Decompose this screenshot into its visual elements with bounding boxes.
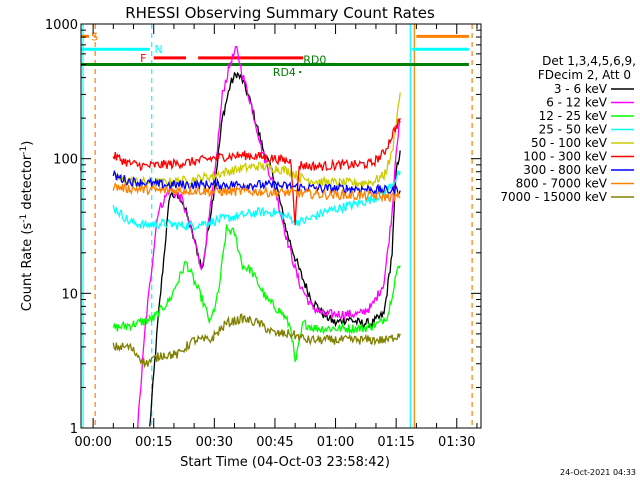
series-line-7 [112, 181, 401, 203]
x-axis: 00:00 00:15 00:30 00:45 01:00 01:15 01:30 [74, 24, 478, 450]
plot-frame [80, 23, 482, 429]
x-tick-label-5: 01:15 [377, 435, 414, 450]
x-tick-label-4: 01:00 [317, 435, 354, 450]
flag-rd4-label: RD4 [273, 66, 296, 79]
series-line-6 [112, 169, 401, 197]
flag-f-label: F [140, 52, 146, 65]
y-axis-label: Count Rate (s-1 detector-1) [19, 141, 35, 312]
flag-s-label: S [91, 30, 98, 43]
y-tick-label-3: 1000 [45, 18, 78, 33]
series-line-2 [112, 224, 401, 363]
legend-label-1: 6 - 12 keV [546, 96, 608, 110]
flag-n-label: N [155, 43, 163, 56]
legend-header-line-1: Det 1,3,4,5,6,9, [542, 54, 636, 68]
y-tick-label-2: 100 [53, 153, 78, 168]
series-line-8 [112, 313, 401, 369]
legend-label-8: 7000 - 15000 keV [500, 190, 607, 204]
legend-label-2: 12 - 25 keV [539, 109, 608, 123]
y-tick-label-1: 10 [61, 287, 78, 302]
series-line-5 [112, 117, 401, 226]
chart-title: RHESSI Observing Summary Count Rates [125, 4, 435, 22]
series-line-3 [112, 170, 401, 232]
legend-label-3: 25 - 50 keV [539, 123, 608, 137]
series-line-4 [112, 92, 401, 189]
observing-flags: S NF RD0 RD4 [81, 30, 469, 79]
legend-header-line-2: FDecim 2, Att 0 [538, 68, 631, 82]
y-tick-label-0: 1 [70, 422, 78, 437]
legend-label-6: 300 - 800 keV [523, 163, 607, 177]
legend-label-5: 100 - 300 keV [523, 150, 607, 164]
x-axis-label: Start Time (04-Oct-03 23:58:42) [180, 455, 390, 470]
x-tick-label-6: 01:30 [438, 435, 475, 450]
legend: Det 1,3,4,5,6,9, FDecim 2, Att 0 3 - 6 k… [500, 54, 636, 204]
count-rate-series [112, 45, 401, 428]
footer-timestamp: 24-Oct-2021 04:33 [560, 468, 636, 477]
flag-rd0-label: RD0 [303, 54, 326, 67]
x-tick-label-0: 00:00 [74, 435, 111, 450]
y-axis: 1 10 100 1000 [45, 18, 481, 437]
series-line-1 [137, 45, 401, 428]
x-tick-label-1: 00:15 [135, 435, 172, 450]
legend-label-4: 50 - 100 keV [531, 136, 608, 150]
series-line-0 [149, 71, 401, 427]
legend-label-7: 800 - 7000 keV [516, 177, 608, 191]
legend-label-0: 3 - 6 keV [554, 82, 608, 96]
x-tick-label-2: 00:30 [196, 435, 233, 450]
x-tick-label-3: 00:45 [256, 435, 293, 450]
